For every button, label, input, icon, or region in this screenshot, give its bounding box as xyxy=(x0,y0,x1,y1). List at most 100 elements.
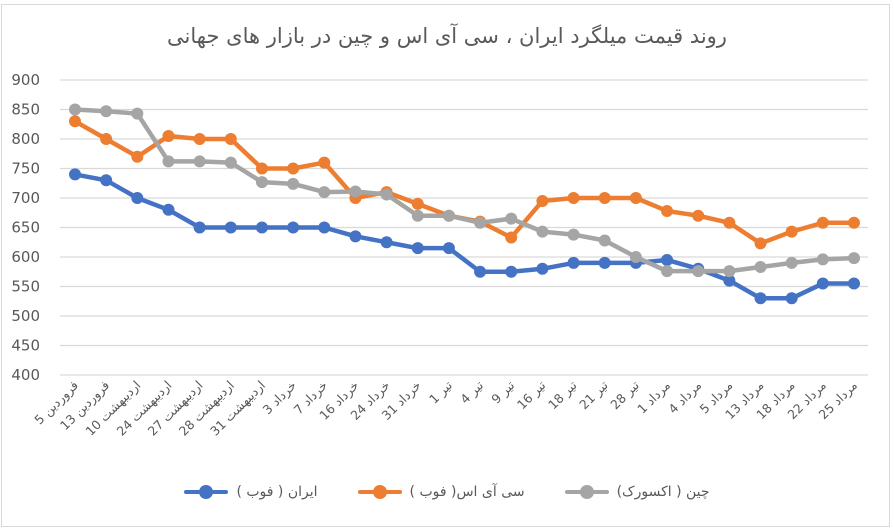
data-point[interactable] xyxy=(474,265,487,278)
series-2 xyxy=(69,103,860,278)
data-point[interactable] xyxy=(255,221,268,234)
data-point[interactable] xyxy=(411,197,424,210)
chart-frame xyxy=(1,4,890,527)
data-point[interactable] xyxy=(848,252,860,265)
data-point[interactable] xyxy=(598,256,611,269)
data-point[interactable] xyxy=(692,209,705,222)
x-tick-label: 4 تیر xyxy=(457,377,487,407)
data-point[interactable] xyxy=(567,192,580,204)
data-point[interactable] xyxy=(536,194,549,207)
data-point[interactable] xyxy=(131,150,144,163)
data-point[interactable] xyxy=(598,234,611,247)
data-point[interactable] xyxy=(69,168,81,181)
data-point[interactable] xyxy=(505,265,518,278)
x-tick-label: 21 تیر xyxy=(576,377,612,413)
data-point[interactable] xyxy=(754,292,767,305)
data-point[interactable] xyxy=(723,265,736,278)
x-tick-label: 4 مرداد xyxy=(665,378,705,418)
y-tick-label: 600 xyxy=(11,248,40,266)
data-point[interactable] xyxy=(661,265,674,278)
data-point[interactable] xyxy=(69,115,81,128)
data-point[interactable] xyxy=(661,253,674,266)
y-tick-label: 550 xyxy=(11,278,40,296)
x-tick-label: 1 تیر xyxy=(426,377,456,407)
data-point[interactable] xyxy=(318,186,331,199)
data-point[interactable] xyxy=(287,221,300,234)
y-tick-label: 450 xyxy=(11,337,40,355)
data-point[interactable] xyxy=(287,177,300,190)
y-tick-label: 900 xyxy=(11,71,40,89)
data-point[interactable] xyxy=(411,242,424,255)
data-point[interactable] xyxy=(598,192,611,204)
data-point[interactable] xyxy=(723,274,736,287)
data-point[interactable] xyxy=(567,256,580,269)
series-line xyxy=(72,172,857,301)
data-point[interactable] xyxy=(100,174,113,187)
x-tick-label: 18 تیر xyxy=(545,377,581,413)
data-point[interactable] xyxy=(567,228,580,241)
data-point[interactable] xyxy=(318,156,331,169)
data-point[interactable] xyxy=(224,156,237,169)
data-point[interactable] xyxy=(785,292,798,305)
data-point[interactable] xyxy=(848,277,860,290)
data-point[interactable] xyxy=(816,277,829,290)
data-point[interactable] xyxy=(536,225,549,238)
data-point[interactable] xyxy=(287,162,300,175)
data-point[interactable] xyxy=(255,162,268,175)
gridlines xyxy=(60,79,868,376)
data-point[interactable] xyxy=(318,221,331,234)
data-point[interactable] xyxy=(505,212,518,225)
data-point[interactable] xyxy=(754,237,767,250)
x-tick-label: 3 خرداد xyxy=(260,378,300,418)
data-point[interactable] xyxy=(629,192,642,204)
data-point[interactable] xyxy=(474,216,487,229)
series-line xyxy=(72,107,857,274)
data-point[interactable] xyxy=(100,133,113,145)
y-axis: 400 450 500 550 600 650 700 750 800 850 900 xyxy=(11,71,40,384)
data-point[interactable] xyxy=(131,192,144,204)
data-point[interactable] xyxy=(69,103,81,116)
data-point[interactable] xyxy=(816,216,829,229)
data-point[interactable] xyxy=(349,185,362,198)
legend-item-cis[interactable]: سی آی اس( فوب ) xyxy=(357,484,525,500)
y-tick-label: 700 xyxy=(11,189,40,207)
data-point[interactable] xyxy=(629,251,642,263)
data-point[interactable] xyxy=(162,130,175,143)
data-point[interactable] xyxy=(380,188,393,201)
data-point[interactable] xyxy=(505,231,518,244)
data-point[interactable] xyxy=(411,209,424,222)
data-point[interactable] xyxy=(723,216,736,229)
legend: ایران ( فوب ) سی آی اس( فوب ) چین ( اکسو… xyxy=(0,484,894,500)
data-point[interactable] xyxy=(193,155,206,168)
y-tick-label: 650 xyxy=(11,219,40,237)
data-point[interactable] xyxy=(193,221,206,234)
data-point[interactable] xyxy=(131,107,144,120)
data-point[interactable] xyxy=(193,133,206,145)
y-tick-label: 800 xyxy=(11,130,40,148)
line-marker-icon xyxy=(564,485,609,499)
y-tick-label: 400 xyxy=(11,366,40,384)
data-point[interactable] xyxy=(754,261,767,274)
data-point[interactable] xyxy=(100,105,113,118)
data-point[interactable] xyxy=(661,204,674,217)
data-point[interactable] xyxy=(255,176,268,189)
data-point[interactable] xyxy=(349,230,362,243)
data-point[interactable] xyxy=(380,236,393,249)
data-point[interactable] xyxy=(442,209,455,222)
legend-item-china[interactable]: چین ( اکسورک) xyxy=(564,484,710,500)
data-point[interactable] xyxy=(162,155,175,168)
data-point[interactable] xyxy=(848,216,860,229)
data-point[interactable] xyxy=(224,133,237,145)
data-point[interactable] xyxy=(162,203,175,216)
data-point[interactable] xyxy=(785,256,798,269)
data-point[interactable] xyxy=(224,221,237,234)
data-point[interactable] xyxy=(442,242,455,255)
data-point[interactable] xyxy=(816,253,829,266)
data-point[interactable] xyxy=(692,265,705,278)
data-point[interactable] xyxy=(536,262,549,275)
legend-item-iran[interactable]: ایران ( فوب ) xyxy=(184,484,318,500)
x-tick-label: 16 تیر xyxy=(514,377,550,413)
data-point[interactable] xyxy=(785,225,798,238)
